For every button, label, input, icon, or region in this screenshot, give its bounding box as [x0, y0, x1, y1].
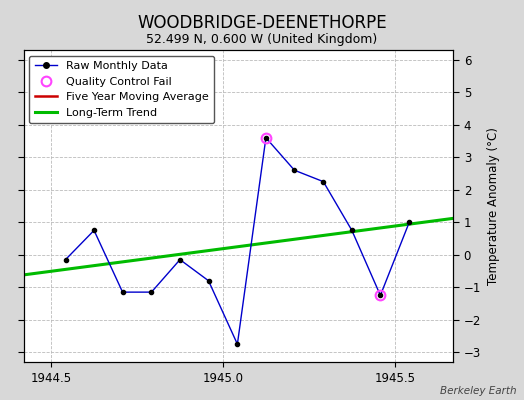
Text: Berkeley Earth: Berkeley Earth: [440, 386, 516, 396]
Y-axis label: Temperature Anomaly (°C): Temperature Anomaly (°C): [487, 127, 499, 285]
Text: 52.499 N, 0.600 W (United Kingdom): 52.499 N, 0.600 W (United Kingdom): [146, 33, 378, 46]
Text: WOODBRIDGE-DEENETHORPE: WOODBRIDGE-DEENETHORPE: [137, 14, 387, 32]
Legend: Raw Monthly Data, Quality Control Fail, Five Year Moving Average, Long-Term Tren: Raw Monthly Data, Quality Control Fail, …: [29, 56, 214, 123]
